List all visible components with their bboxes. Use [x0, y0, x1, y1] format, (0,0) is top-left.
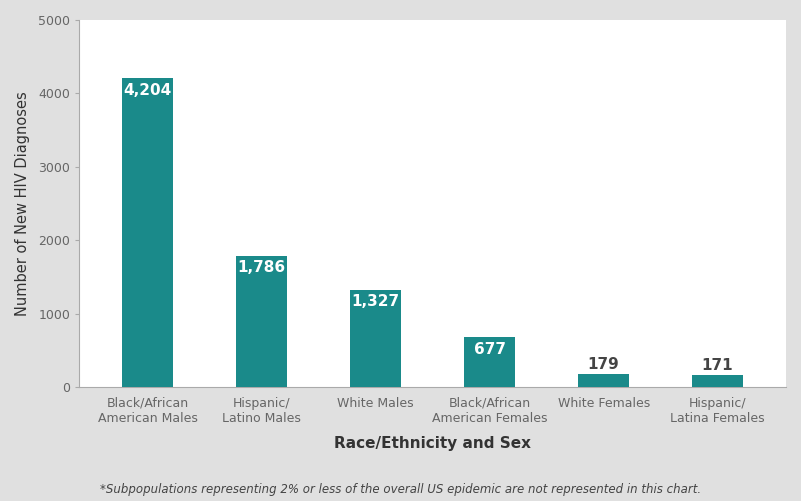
Text: 677: 677: [473, 342, 505, 357]
Text: 1,327: 1,327: [352, 294, 400, 309]
Y-axis label: Number of New HIV Diagnoses: Number of New HIV Diagnoses: [15, 91, 30, 316]
Bar: [578, 374, 630, 387]
Text: *Subpopulations representing 2% or less of the overall US epidemic are not repre: *Subpopulations representing 2% or less …: [100, 483, 701, 496]
Bar: [350, 290, 401, 387]
Bar: [122, 79, 173, 387]
Bar: [692, 375, 743, 387]
X-axis label: Race/Ethnicity and Sex: Race/Ethnicity and Sex: [334, 436, 531, 451]
Text: 179: 179: [588, 357, 619, 372]
Bar: [464, 337, 515, 387]
Text: 4,204: 4,204: [123, 83, 172, 98]
Bar: [236, 256, 288, 387]
Text: 1,786: 1,786: [238, 261, 286, 276]
Text: 171: 171: [702, 358, 734, 373]
